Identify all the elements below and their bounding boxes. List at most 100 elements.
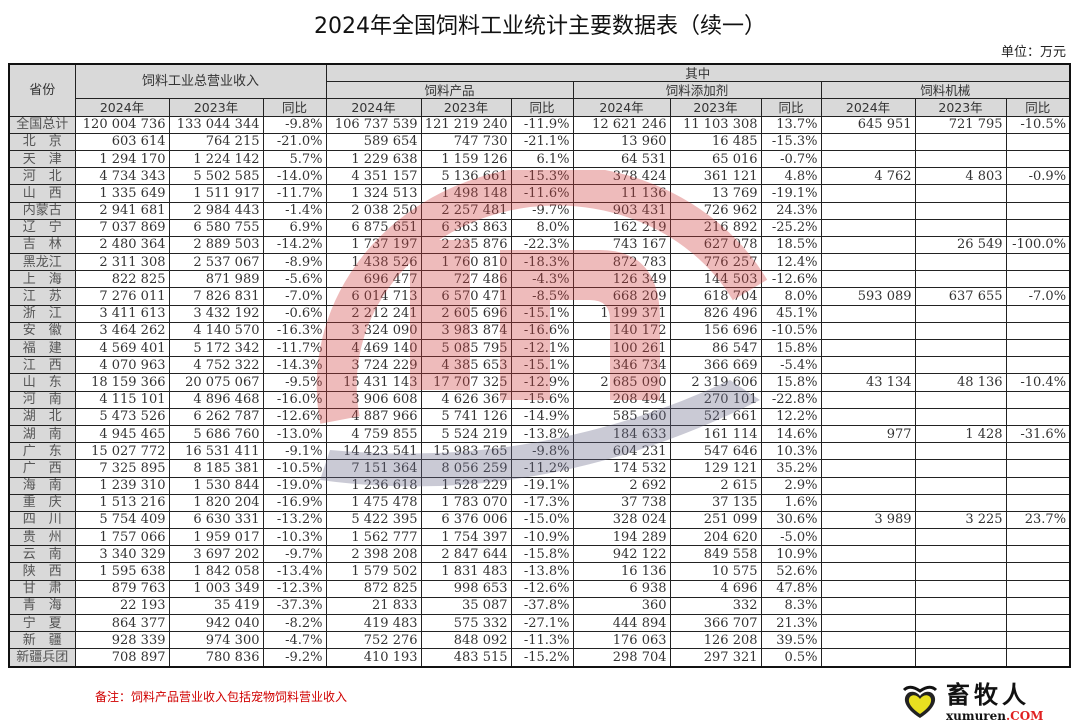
cell-products-2023: 5 085 795 <box>420 338 512 358</box>
cell-additives-yoy: -0.7% <box>760 149 822 169</box>
header-feed-machinery: 饲料机械 <box>820 81 1071 100</box>
cell-products-yoy: -11.2% <box>510 459 574 478</box>
cell-machinery-2024 <box>820 476 916 495</box>
cell-machinery-2023 <box>914 459 1007 478</box>
header-products-yoy: 同比 <box>510 98 574 117</box>
cell-total-yoy: -14.2% <box>262 235 327 255</box>
table-row: 甘 肃 879 763 1 003 349 -12.3% 872 825 998 653-… <box>8 579 1071 598</box>
cell-products-2023: 2 847 644 <box>420 545 512 564</box>
cell-machinery-2024 <box>820 579 916 598</box>
cell-products-2023: 1 159 126 <box>420 149 512 169</box>
cell-additives-2023: 251 099 <box>669 510 762 530</box>
header-province: 省份 <box>8 63 76 117</box>
cell-additives-2024: 184 633 <box>572 424 671 444</box>
cell-products-yoy: -9.7% <box>510 201 574 220</box>
cell-province: 新疆兵团 <box>8 648 76 668</box>
cell-products-yoy: -17.3% <box>510 493 574 512</box>
cell-machinery-2024 <box>820 321 916 341</box>
cell-total-2024: 18 159 366 <box>74 373 170 392</box>
table-row: 广 东 15 027 772 16 531 411 -9.1% 14 423 541 15… <box>8 442 1071 461</box>
table-row: 黑龙江 2 311 308 2 537 067 -8.9% 1 438 526 1 760… <box>8 253 1071 272</box>
cell-machinery-2024: 43 134 <box>820 373 916 392</box>
cell-products-2023: 727 486 <box>420 270 512 289</box>
cell-additives-2024: 194 289 <box>572 528 671 547</box>
cell-machinery-2023 <box>914 218 1007 237</box>
cell-additives-2023: 161 114 <box>669 424 762 444</box>
cell-total-yoy: -8.9% <box>262 253 327 272</box>
cell-products-2023: 747 730 <box>420 132 512 151</box>
cell-products-yoy: -14.9% <box>510 407 574 426</box>
cell-total-2024: 5 473 526 <box>74 407 170 426</box>
cell-products-2024: 6 014 713 <box>325 287 422 306</box>
cell-products-2024: 7 151 364 <box>325 459 422 478</box>
cell-province: 重 庆 <box>8 493 76 512</box>
cell-total-2024: 5 754 409 <box>74 510 170 530</box>
cell-products-2024: 3 906 608 <box>325 390 422 409</box>
cell-machinery-yoy: -31.6% <box>1005 424 1071 444</box>
header-total-revenue: 饲料工业总营业收入 <box>74 63 327 100</box>
cell-additives-2024: 2 685 090 <box>572 373 671 392</box>
cell-province: 内蒙古 <box>8 201 76 220</box>
cell-products-2024: 2 038 250 <box>325 201 422 220</box>
cell-total-2024: 22 193 <box>74 596 170 616</box>
logo-name: 畜牧人 <box>946 681 1030 709</box>
cell-additives-2024: 100 261 <box>572 338 671 358</box>
cell-province: 宁 夏 <box>8 613 76 633</box>
cell-province: 湖 北 <box>8 407 76 426</box>
header-of-which: 其中 <box>325 63 1071 83</box>
cell-total-2023: 20 075 067 <box>168 373 264 392</box>
logo-text-column: 畜牧人 xumuren.COM <box>946 681 1043 724</box>
cell-products-yoy: -27.1% <box>510 613 574 633</box>
cell-products-yoy: -11.3% <box>510 631 574 650</box>
table-row: 新 疆 928 339 974 300 -4.7% 752 276 848 092 -11.… <box>8 631 1071 650</box>
cell-total-2024: 1 595 638 <box>74 562 170 581</box>
cell-province: 天 津 <box>8 149 76 169</box>
cell-machinery-2024 <box>820 304 916 323</box>
cell-machinery-2024 <box>820 648 916 668</box>
cell-machinery-2023 <box>914 270 1007 289</box>
header-machinery-y2024: 2024年 <box>820 98 916 117</box>
cell-products-yoy: -8.5% <box>510 287 574 306</box>
cell-machinery-2023: 48 136 <box>914 373 1007 392</box>
cell-products-2023: 1 831 483 <box>420 562 512 581</box>
cell-products-2024: 1 236 618 <box>325 476 422 495</box>
cell-products-2024: 4 887 966 <box>325 407 422 426</box>
cell-additives-2024: 11 136 <box>572 184 671 203</box>
cell-total-2024: 708 897 <box>74 648 170 668</box>
cell-province: 北 京 <box>8 132 76 151</box>
cell-additives-2024: 743 167 <box>572 235 671 255</box>
cell-additives-2024: 140 172 <box>572 321 671 341</box>
table-body: 全国总计 120 004 736 133 044 344 -9.8% 106 737 5… <box>8 115 1071 668</box>
cell-province: 山 西 <box>8 184 76 203</box>
cell-products-yoy: 6.1% <box>510 149 574 169</box>
cell-total-2024: 1 513 216 <box>74 493 170 512</box>
cell-additives-2023: 776 257 <box>669 253 762 272</box>
cell-additives-yoy: 8.3% <box>760 596 822 616</box>
cell-province: 河 北 <box>8 167 76 186</box>
cell-additives-yoy: 35.2% <box>760 459 822 478</box>
cell-machinery-2023 <box>914 201 1007 220</box>
cell-additives-2024: 903 431 <box>572 201 671 220</box>
cell-products-2024: 6 875 651 <box>325 218 422 237</box>
cell-products-2024: 5 422 395 <box>325 510 422 530</box>
cell-machinery-2024 <box>820 596 916 616</box>
cell-machinery-2023 <box>914 579 1007 598</box>
cell-machinery-2023: 3 225 <box>914 510 1007 530</box>
cell-additives-2024: 328 024 <box>572 510 671 530</box>
logo-url-main: xumuren <box>946 709 1006 723</box>
cell-total-2023: 35 419 <box>168 596 264 616</box>
cell-province: 吉 林 <box>8 235 76 255</box>
cell-total-yoy: -11.7% <box>262 184 327 203</box>
cell-additives-2024: 64 531 <box>572 149 671 169</box>
cell-products-yoy: -12.1% <box>510 338 574 358</box>
cell-machinery-yoy <box>1005 218 1071 237</box>
cell-machinery-yoy <box>1005 201 1071 220</box>
cell-machinery-2023 <box>914 184 1007 203</box>
cell-additives-yoy: 21.3% <box>760 613 822 633</box>
cell-machinery-2023: 1 428 <box>914 424 1007 444</box>
header-feed-additives: 饲料添加剂 <box>572 81 822 100</box>
